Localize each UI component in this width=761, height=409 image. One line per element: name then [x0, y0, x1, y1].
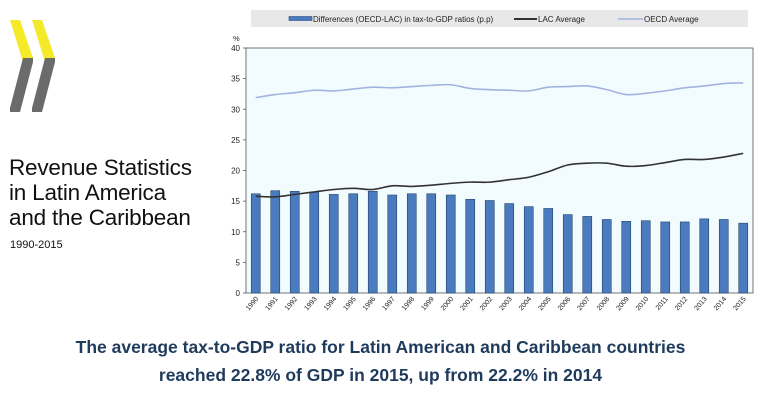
y-axis-label: %	[233, 34, 240, 43]
bar-1998	[406, 193, 417, 294]
bar-2004	[523, 206, 534, 294]
y-tick-label: 5	[236, 258, 241, 267]
x-tick-label: 2011	[655, 296, 670, 312]
bar-2012	[679, 221, 690, 294]
bar-2005	[543, 208, 554, 294]
bar-2002	[484, 200, 495, 294]
x-tick-label: 2010	[635, 296, 650, 313]
y-tick-label: 20	[231, 167, 240, 176]
bar-2013	[699, 218, 710, 294]
line-lac-average	[255, 152, 744, 198]
bar-2007	[582, 216, 593, 294]
x-tick-label: 1993	[303, 296, 318, 313]
caption-line-2: reached 22.8% of GDP in 2015, up from 22…	[158, 365, 603, 385]
bar-1990	[250, 193, 261, 294]
bar-1999	[426, 193, 437, 294]
bar-2000	[445, 194, 456, 294]
x-tick-label: 2012	[674, 296, 689, 313]
caption-line-1: The average tax-to-GDP ratio for Latin A…	[75, 337, 686, 357]
bar-2006	[562, 214, 573, 294]
bar-2015	[738, 222, 749, 294]
legend-label: OECD Average	[644, 15, 699, 24]
title-line: and the Caribbean	[9, 205, 191, 230]
bar-2014	[718, 219, 729, 294]
x-tick-label: 2015	[732, 296, 747, 313]
x-tick-label: 1995	[342, 296, 357, 313]
line-oecd-average	[255, 82, 744, 99]
bar-2003	[504, 203, 515, 294]
bar-2011	[660, 221, 671, 294]
legend-swatch-bar	[288, 16, 313, 21]
x-tick-label: 2002	[479, 296, 494, 313]
x-tick-label: 2008	[596, 296, 611, 313]
chart: Differences (OECD-LAC) in tax-to-GDP rat…	[231, 10, 754, 313]
y-tick-label: 35	[231, 75, 240, 84]
y-tick-label: 40	[231, 44, 240, 53]
x-tick-label: 2013	[693, 296, 708, 313]
bar-1997	[387, 194, 398, 294]
x-tick-label: 1994	[323, 296, 338, 313]
x-tick-label: 2004	[518, 296, 533, 313]
bar-2009	[621, 221, 632, 294]
x-tick-label: 2014	[713, 296, 728, 313]
x-tick-label: 2005	[537, 296, 552, 313]
title-line: in Latin America	[9, 180, 166, 205]
x-tick-label: 2006	[557, 296, 572, 313]
x-tick-label: 1997	[381, 296, 396, 313]
y-tick-label: 25	[231, 136, 240, 145]
y-tick-label: 0	[236, 289, 241, 298]
bar-1995	[348, 193, 359, 294]
y-tick-label: 15	[231, 197, 240, 206]
y-tick-label: 30	[231, 105, 240, 114]
x-tick-label: 1998	[401, 296, 416, 313]
bar-1994	[328, 194, 339, 294]
x-tick-label: 2003	[498, 296, 513, 313]
x-tick-label: 1996	[362, 296, 377, 313]
x-tick-label: 2007	[576, 296, 591, 313]
bar-2010	[640, 220, 651, 294]
x-tick-label: 2009	[615, 296, 630, 313]
legend-label: Differences (OECD-LAC) in tax-to-GDP rat…	[313, 15, 494, 24]
publication-years: 1990-2015	[10, 239, 63, 251]
publication-title: Revenue Statistics in Latin America and …	[9, 155, 192, 230]
bar-2008	[601, 219, 612, 294]
bar-1996	[367, 191, 378, 294]
title-line: Revenue Statistics	[9, 155, 192, 180]
plot-area	[245, 47, 754, 294]
bar-1992	[289, 191, 300, 294]
x-tick-label: 2000	[440, 296, 455, 313]
legend-label: LAC Average	[538, 15, 586, 24]
y-tick-label: 10	[231, 228, 240, 237]
x-tick-label: 2001	[459, 296, 474, 313]
x-tick-label: 1999	[420, 296, 435, 313]
x-tick-label: 1990	[245, 296, 260, 313]
legend-box	[251, 10, 748, 27]
bar-2001	[465, 198, 476, 294]
bar-1991	[270, 190, 281, 294]
oecd-logo	[10, 20, 55, 112]
bar-1993	[309, 191, 320, 294]
x-tick-label: 1992	[284, 296, 299, 313]
x-tick-label: 1991	[264, 296, 279, 313]
